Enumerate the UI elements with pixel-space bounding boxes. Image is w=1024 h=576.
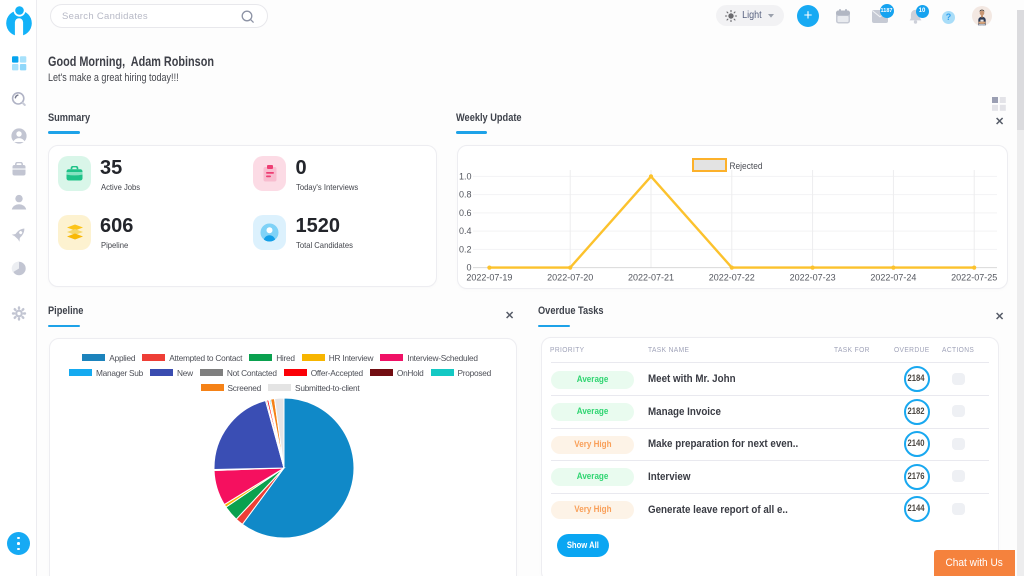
svg-text:2022-07-23: 2022-07-23 [790, 273, 836, 283]
svg-text:0.6: 0.6 [459, 208, 472, 218]
svg-text:0.2: 0.2 [459, 244, 472, 254]
svg-text:0.8: 0.8 [459, 190, 472, 200]
svg-text:2022-07-25: 2022-07-25 [951, 273, 997, 283]
svg-text:2022-07-20: 2022-07-20 [547, 273, 593, 283]
svg-text:2022-07-21: 2022-07-21 [628, 273, 674, 283]
svg-text:Rejected: Rejected [730, 161, 763, 172]
svg-text:0.4: 0.4 [459, 226, 472, 236]
svg-text:0: 0 [466, 263, 471, 273]
svg-text:1.0: 1.0 [459, 171, 472, 181]
svg-text:2022-07-24: 2022-07-24 [870, 273, 916, 283]
svg-text:2022-07-22: 2022-07-22 [709, 273, 755, 283]
svg-text:2022-07-19: 2022-07-19 [466, 273, 512, 283]
